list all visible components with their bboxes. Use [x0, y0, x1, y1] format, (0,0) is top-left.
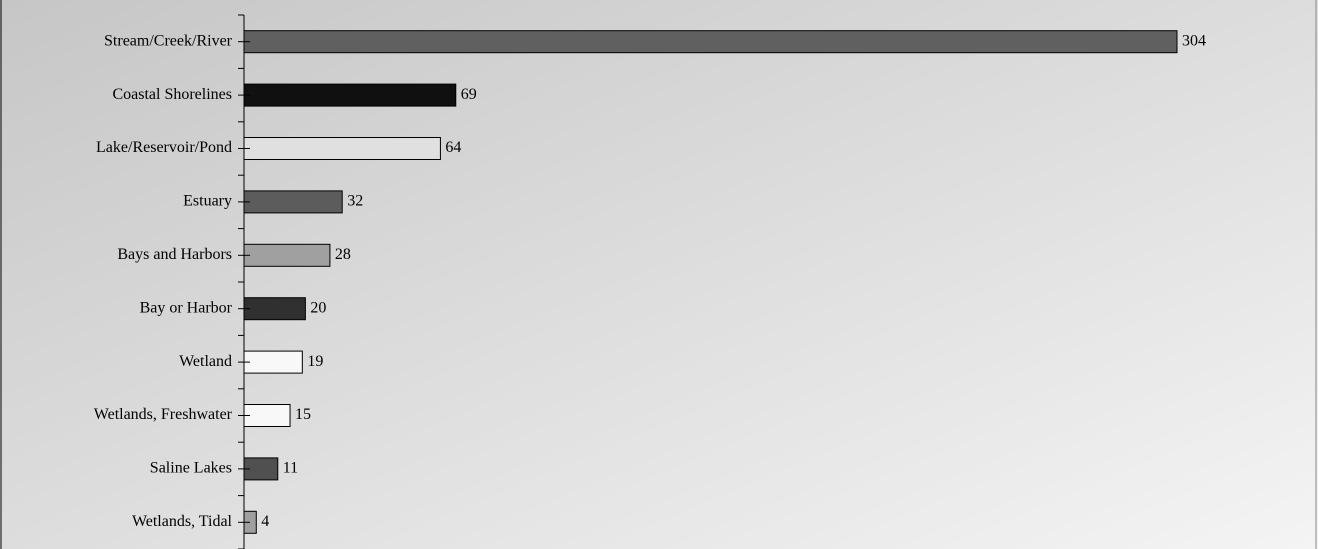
bar: [243, 404, 291, 427]
data-label: 304: [1182, 32, 1206, 49]
y-tick-label: Bay or Harbor: [140, 299, 233, 316]
y-tick-label: Wetlands, Tidal: [132, 513, 233, 530]
data-label: 28: [335, 246, 351, 263]
y-tick-label: Coastal Shorelines: [112, 86, 232, 103]
y-tick-label: Saline Lakes: [150, 460, 232, 477]
bar: [243, 190, 343, 214]
bar: [243, 297, 306, 321]
data-label: 15: [295, 406, 311, 423]
bar: [243, 137, 441, 160]
data-label: 20: [310, 299, 326, 316]
data-label: 69: [461, 86, 477, 103]
bar: [243, 350, 303, 374]
data-label: 19: [307, 353, 323, 370]
bar: [243, 243, 331, 267]
bar: [243, 83, 457, 107]
y-tick-label: Wetlands, Freshwater: [94, 406, 233, 423]
y-tick-label: Lake/Reservoir/Pond: [96, 139, 232, 156]
data-label: 32: [347, 193, 363, 210]
y-tick-label: Estuary: [183, 193, 232, 210]
data-label: 4: [261, 513, 269, 530]
y-tick-label: Bays and Harbors: [117, 246, 232, 263]
y-tick-label: Stream/Creek/River: [104, 32, 233, 49]
y-tick-label: Wetland: [179, 353, 232, 370]
bar: [243, 30, 1178, 54]
data-label: 64: [445, 139, 461, 156]
data-label: 11: [283, 460, 298, 477]
